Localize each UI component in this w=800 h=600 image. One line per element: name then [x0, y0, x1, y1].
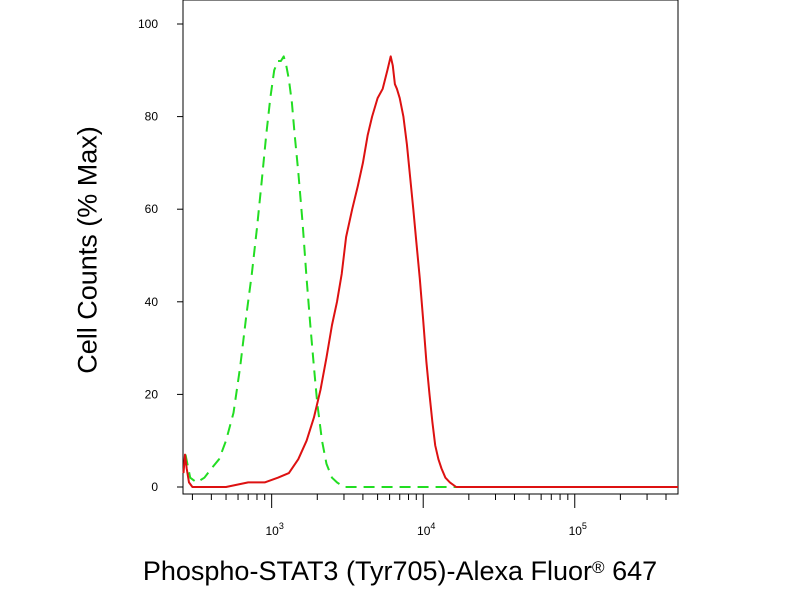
- y-tick-label-0: 0: [151, 480, 158, 494]
- y-axis-label: Cell Counts (% Max): [72, 126, 103, 374]
- y-tick-label-40: 40: [145, 295, 159, 309]
- series-line-dashed: [184, 55, 678, 488]
- plot-frame: [182, 0, 679, 495]
- registered-mark: ®: [592, 558, 605, 577]
- y-tick-label-100: 100: [138, 17, 158, 31]
- x-tick-label-10000: 104: [417, 521, 435, 538]
- series-layer: [182, 55, 678, 488]
- y-tick-label-80: 80: [145, 110, 159, 124]
- y-tick-label-20: 20: [145, 387, 159, 401]
- series-line-solid: [182, 55, 678, 488]
- y-tick-label-60: 60: [145, 202, 159, 216]
- x-axis-label-main: Phospho-STAT3 (Tyr705)-Alexa Fluor: [142, 556, 593, 586]
- x-axis-label-tail: 647: [604, 556, 658, 586]
- x-tick-label-100000: 105: [569, 521, 587, 538]
- x-axis-label: Phospho-STAT3 (Tyr705)-Alexa Fluor® 647: [0, 556, 800, 587]
- x-tick-label-1000: 103: [265, 521, 283, 538]
- x-axis: 103 104 105: [191, 494, 667, 538]
- y-axis: 0 20 40 60 80 100: [138, 17, 183, 494]
